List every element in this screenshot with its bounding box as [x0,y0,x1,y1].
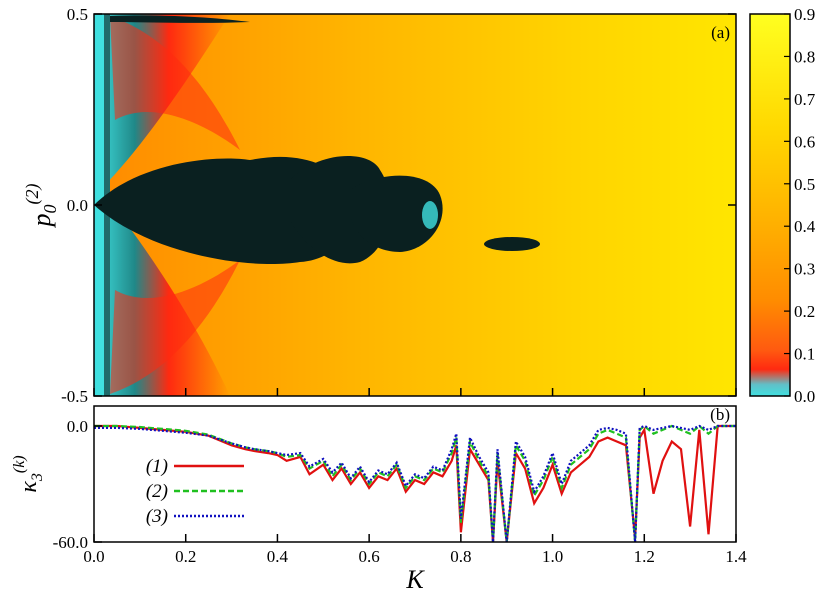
series-line [94,424,736,542]
colorbar-tick-label: 0.4 [794,217,816,236]
colorbar-tick-label: 0.9 [794,5,815,24]
colorbar-gradient [749,13,791,397]
legend-label: (1) [146,456,168,477]
line-y-tick-label: 0.0 [67,417,88,436]
heatmap-y-axis-title-sub: 0 [40,205,60,214]
colorbar-tick-label: 0.5 [794,175,815,194]
line-x-ticks: 0.0 0.2 0.4 0.6 0.8 1.0 1.2 1.4 [83,388,747,566]
colorbar-tick-label: 0.8 [794,47,815,66]
line-panel-frame [93,405,737,543]
x-tick-label: 0.6 [359,547,380,566]
heatmap-panel: (a) -0.5 0.0 0.5 p0(2) [22,5,737,406]
legend-label: (2) [146,481,168,502]
line-y-axis-title-sup: (k) [11,455,28,473]
heatmap-y-tick-label: 0.5 [67,5,88,24]
panel-label-a: (a) [711,23,730,42]
heatmap-y-axis-title-sup: (2) [22,184,43,205]
heatmap-y-axis-title-main: p [27,214,56,229]
line-y-axis-title: κ3(k) [11,455,46,492]
heatmap-island-third [350,175,443,252]
x-tick-label: 1.2 [634,547,655,566]
line-y-ticks: 0.0 -60.0 [53,417,102,552]
line-series-group [94,424,736,542]
x-tick-label: 0.8 [450,547,471,566]
series-line [94,424,736,542]
heatmap-top-sliver [110,15,250,23]
x-tick-label: 1.0 [542,547,563,566]
line-y-axis-title-main: κ [16,481,42,493]
heatmap-y-tick-label: 0.0 [67,196,88,215]
legend-label: (3) [146,506,168,527]
heatmap-y-ticks: -0.5 0.0 0.5 [61,5,736,406]
heatmap-y-tick-label: -0.5 [61,387,88,406]
legend: (1) (2) (3) [146,456,244,527]
line-y-tick-label: -60.0 [53,533,88,552]
x-axis-title: K [405,565,425,594]
x-tick-label: 0.4 [267,547,289,566]
x-tick-label: 0.2 [175,547,196,566]
heatmap-island-cyan-edge [422,201,438,229]
colorbar-tick-label: 0.0 [794,387,815,406]
x-tick-label: 1.4 [725,547,747,566]
heatmap-red-edge-lower [110,260,240,394]
series-line [94,424,736,542]
colorbar-tick-label: 0.2 [794,302,815,321]
heatmap-island-small [484,237,540,251]
heatmap-red-edge-upper [110,16,240,150]
colorbar-tick-label: 0.3 [794,260,815,279]
x-tick-label: 0.0 [83,547,104,566]
colorbar-tick-label: 0.1 [794,345,815,364]
heatmap-y-axis-title: p0(2) [22,184,60,229]
colorbar-tick-label: 0.7 [794,90,816,109]
line-panel: (b) 0.0-60.0 0.0 0.2 0.4 0.6 0.8 1.0 1.2 1.4 (1… [11,388,747,594]
panel-label-b: (b) [710,405,730,424]
colorbar-ticks: 0.0 0.1 0.2 0.3 0.4 0.5 0.6 0.7 0.8 0.9 [784,5,816,406]
colorbar: 0.0 0.1 0.2 0.3 0.4 0.5 0.6 0.7 0.8 0.9 [749,5,816,406]
line-y-axis-title-sub: 3 [29,473,46,482]
colorbar-tick-label: 0.6 [794,132,815,151]
